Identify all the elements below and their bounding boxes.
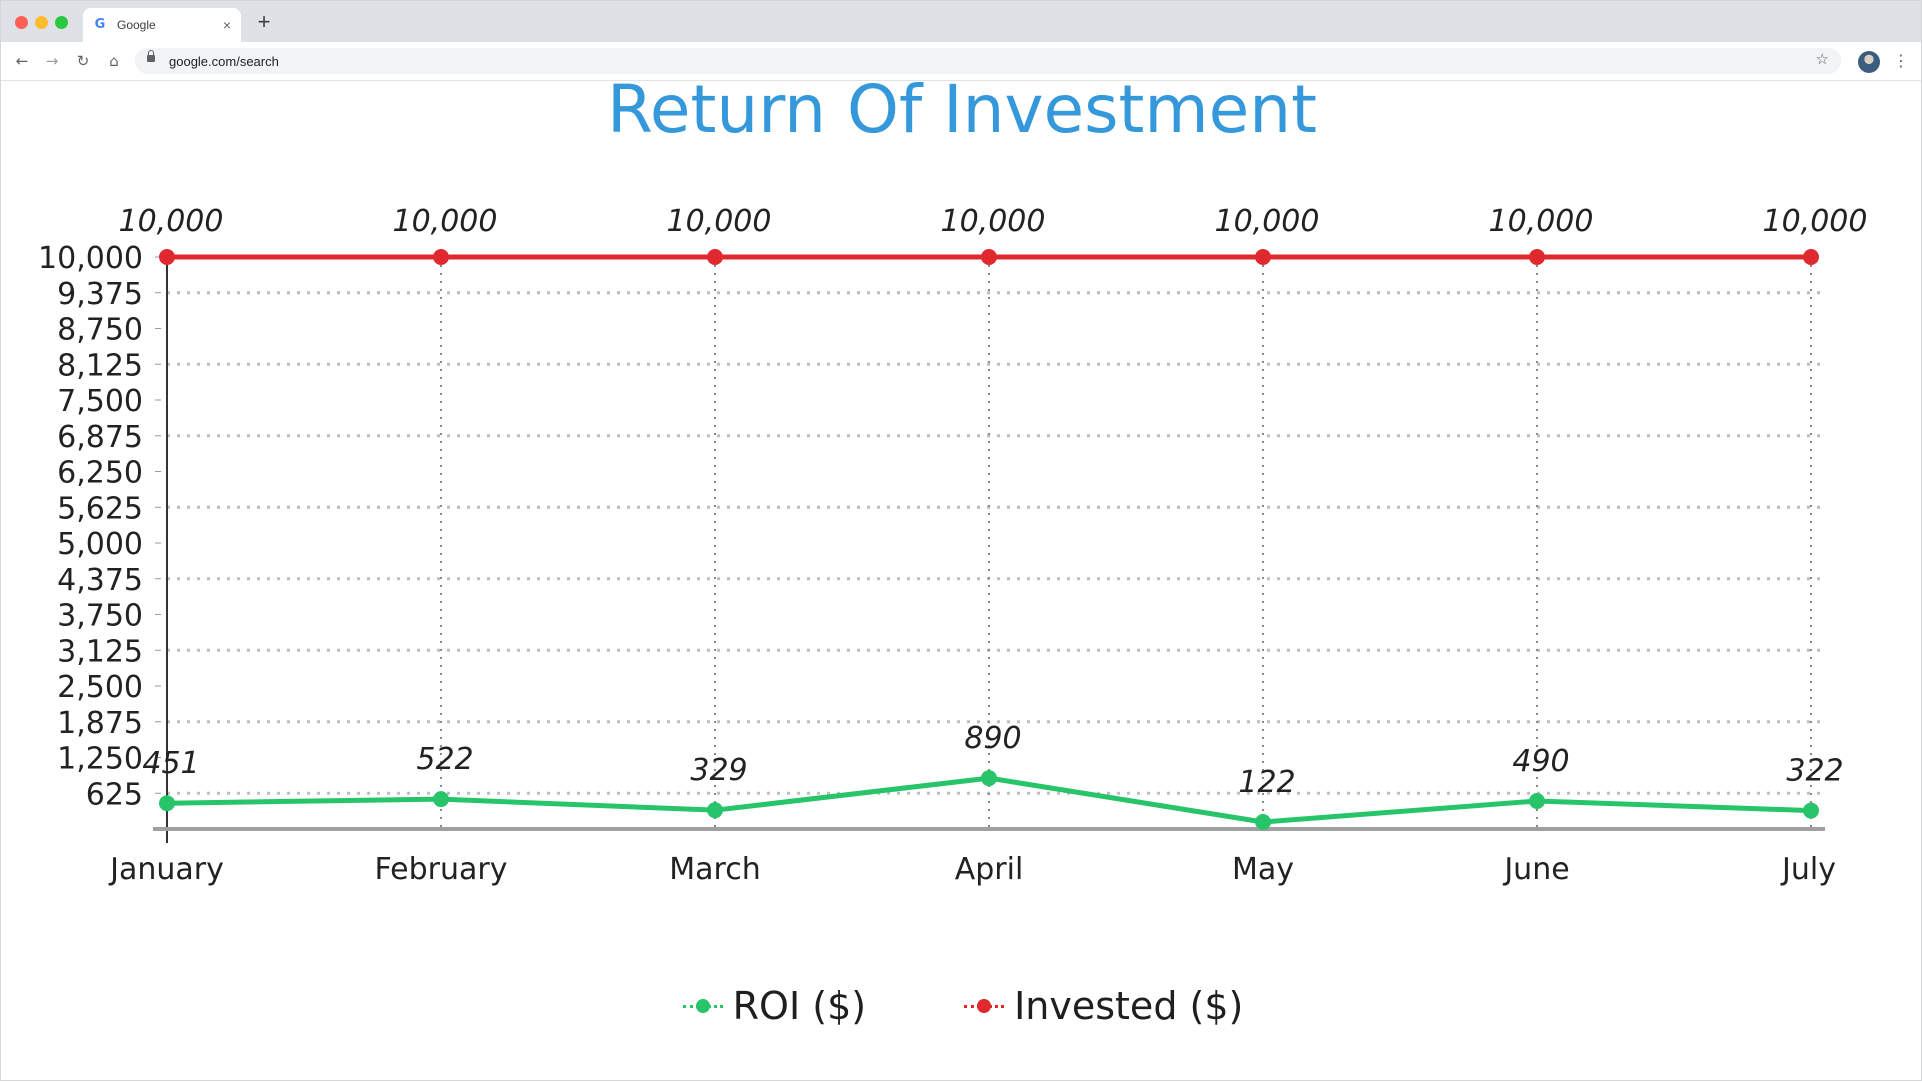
legend-label: ROI ($)	[732, 984, 867, 1028]
x-tick-label: January	[108, 852, 224, 887]
x-tick-label: April	[955, 852, 1024, 887]
avatar[interactable]	[1858, 51, 1880, 73]
tab-close-icon[interactable]: ×	[222, 17, 231, 33]
google-favicon-icon: G	[94, 17, 106, 32]
series-layer	[159, 249, 1819, 831]
y-tick-label: 1,250	[57, 742, 143, 777]
legend-label: Invested ($)	[1014, 984, 1244, 1028]
reload-icon[interactable]: ↻	[76, 52, 90, 70]
series-roi-data-label: 890	[964, 721, 1021, 756]
y-tick-label: 8,125	[57, 348, 143, 383]
series-roi-data-label: 490	[1512, 744, 1569, 779]
series-invested-point	[707, 249, 723, 265]
series-roi-point	[433, 791, 449, 808]
series-roi-data-label: 522	[416, 742, 473, 777]
y-tick-label: 6,875	[57, 420, 143, 455]
y-tick-label: 3,750	[57, 599, 143, 634]
series-invested-data-label: 10,000	[1215, 204, 1320, 239]
y-tick-label: 10,000	[38, 241, 143, 276]
y-tick-label: 625	[86, 777, 143, 812]
series-invested-point	[981, 249, 997, 265]
new-tab-button[interactable]: +	[257, 9, 271, 34]
x-tick-label: June	[1502, 852, 1569, 887]
legend-item-invested[interactable]: Invested ($)	[962, 984, 1243, 1028]
y-tick-label: 8,750	[57, 313, 143, 348]
tab-google[interactable]: G Google ×	[83, 8, 241, 42]
series-roi-data-label: 322	[1786, 754, 1843, 789]
series-roi-point	[981, 770, 997, 787]
star-icon[interactable]: ☆	[1815, 50, 1829, 68]
series-invested-point	[1529, 249, 1545, 265]
series-invested-point	[433, 249, 449, 265]
series-roi-data-label: 451	[142, 746, 199, 781]
series-roi-point	[159, 795, 175, 812]
series-roi-point	[707, 802, 723, 819]
x-tick-label: July	[1780, 852, 1836, 887]
url-text[interactable]: google.com/search	[169, 54, 279, 69]
series-invested-point	[159, 249, 175, 265]
labels-layer: 451 522 329 890 122 490 322 10,000 10,000 10,000 1…	[119, 204, 1868, 800]
series-invested-data-label: 10,000	[393, 204, 498, 239]
series-roi-data-label: 122	[1238, 765, 1295, 800]
x-tick-label: May	[1232, 852, 1294, 887]
forward-icon[interactable]: →	[45, 52, 59, 70]
legend-marker	[962, 996, 1006, 1016]
legend-marker-dot	[977, 999, 992, 1013]
home-icon[interactable]: ⌂	[109, 52, 119, 70]
axes-layer: 6251,2501,8752,5003,1253,7504,3755,0005,…	[38, 241, 1836, 887]
series-roi-point	[1803, 802, 1819, 819]
legend-item-roi[interactable]: ROI ($)	[681, 984, 866, 1028]
y-tick-label: 7,500	[57, 384, 143, 419]
series-invested-data-label: 10,000	[667, 204, 772, 239]
y-tick-label: 4,375	[57, 563, 143, 598]
back-icon[interactable]: ←	[15, 52, 29, 70]
address-bar[interactable]: google.com/search ☆	[135, 48, 1841, 74]
x-tick-label: March	[669, 852, 760, 887]
series-invested-data-label: 10,000	[119, 204, 224, 239]
y-tick-label: 6,250	[57, 456, 143, 491]
tab-strip: G Google × +	[1, 1, 1921, 42]
series-invested-point	[1803, 249, 1819, 265]
series-invested-point	[1255, 249, 1271, 265]
legend-marker	[681, 996, 725, 1016]
grid-layer	[167, 257, 1823, 829]
tab-title: Google	[117, 18, 156, 32]
legend-marker-dot	[695, 999, 710, 1013]
y-tick-label: 5,625	[57, 491, 143, 526]
y-tick-label: 3,125	[57, 634, 143, 669]
series-roi-point	[1529, 792, 1545, 809]
close-window-button[interactable]	[15, 16, 28, 29]
chart-legend: ROI ($) Invested ($)	[1, 976, 1922, 1036]
y-tick-label: 2,500	[57, 670, 143, 705]
series-roi-data-label: 329	[690, 753, 747, 788]
y-tick-label: 5,000	[57, 527, 143, 562]
x-tick-label: February	[375, 852, 508, 887]
series-invested-data-label: 10,000	[941, 204, 1046, 239]
chart-title: Return Of Investment	[607, 71, 1317, 148]
series-invested-data-label: 10,000	[1763, 204, 1868, 239]
lock-icon	[147, 50, 155, 62]
y-tick-label: 1,875	[57, 706, 143, 741]
browser-toolbar: ← → ↻ ⌂ google.com/search ☆ ⋮	[1, 42, 1921, 81]
series-roi-point	[1255, 814, 1271, 831]
menu-icon[interactable]: ⋮	[1893, 51, 1909, 70]
y-tick-label: 9,375	[57, 277, 143, 312]
maximize-window-button[interactable]	[55, 16, 68, 29]
series-invested-data-label: 10,000	[1489, 204, 1594, 239]
minimize-window-button[interactable]	[35, 16, 48, 29]
